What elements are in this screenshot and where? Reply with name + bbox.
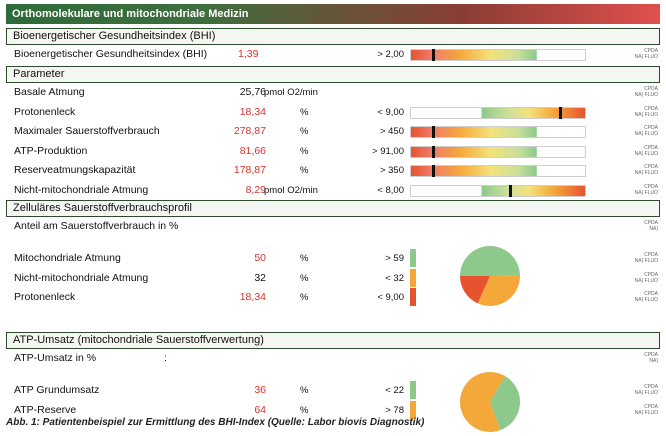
cpda-note: CPDA NA) FLUO — [634, 164, 658, 176]
value-marker — [431, 145, 435, 158]
row-label: ATP-Reserve — [14, 403, 77, 416]
row-value: 18,34 — [239, 105, 266, 118]
parameter-gauge — [410, 145, 586, 158]
parameter-gauge — [410, 126, 586, 138]
report-banner: Orthomolekulare und mitochondriale Mediz… — [6, 4, 660, 24]
row-value: 8,29 — [245, 183, 266, 196]
cpda-note: CPDA NA) FLUO — [634, 144, 658, 157]
section-title: Parameter — [13, 68, 65, 80]
row-unit: % — [300, 106, 309, 118]
row-value: 81,66 — [239, 144, 266, 157]
category-color-bar — [410, 249, 416, 267]
cpda-note: CPDA NA) FLUO — [634, 384, 658, 396]
category-color-bar — [410, 288, 416, 306]
value-marker — [509, 184, 513, 197]
category-color-bar — [410, 381, 416, 399]
row-unit: pmol O2/min — [264, 87, 318, 98]
row-label: ATP Grundumsatz — [14, 384, 100, 396]
row-label: Protonenleck — [14, 291, 76, 303]
row-reference: > 2,00 — [377, 49, 404, 60]
section-bhi-header: Bioenergetischer Gesundheitsindex (BHI) — [6, 28, 660, 45]
row-label: Maximaler Sauerstoffverbrauch — [14, 125, 160, 137]
row-reference: > 91,00 — [372, 145, 404, 157]
oxygen-consumption-pie — [460, 246, 520, 306]
bhi-gauge — [410, 49, 586, 61]
section-parameter-header: Parameter — [6, 66, 660, 83]
category-color-bar — [410, 268, 416, 287]
cpda-note: CPDA NA) FLUO — [634, 403, 658, 416]
cpda-note: CPDA NA) FLUO — [634, 86, 658, 98]
section-profil-header: Zelluläres Sauerstoffverbrauchsprofil — [6, 200, 660, 217]
pie-slice — [460, 372, 505, 432]
row-label: Bioenergetischer Gesundheitsindex (BHI) — [14, 48, 208, 60]
row-reference: > 59 — [385, 253, 404, 264]
row-unit: % — [300, 165, 309, 176]
value-marker — [558, 106, 562, 119]
row-label: Basale Atmung — [14, 86, 85, 98]
banner-title: Orthomolekulare und mitochondriale Mediz… — [12, 8, 249, 20]
row-reference: > 78 — [385, 404, 404, 416]
value-marker — [431, 126, 435, 138]
section-atp-header: ATP-Umsatz (mitochondriale Sauerstoffver… — [6, 332, 660, 349]
row-label: Protonenleck — [14, 105, 76, 118]
row-unit: % — [300, 404, 309, 416]
row-label: Reserveatmungskapazität — [14, 164, 136, 176]
category-color-bar — [410, 400, 416, 419]
cpda-note: CPDA NA) — [644, 220, 658, 232]
row-value: 278,87 — [233, 125, 266, 137]
row-reference: > 450 — [379, 126, 404, 137]
cpda-note: CPDA NA) FLUO — [634, 48, 658, 60]
profil-intro: Anteil am Sauerstoffverbrauch in % — [14, 220, 179, 232]
row-label: ATP-Produktion — [14, 144, 88, 157]
cpda-note: CPDA NA) — [644, 352, 658, 364]
atp-intro: ATP-Umsatz in % — [14, 352, 97, 364]
row-unit: % — [300, 145, 309, 157]
row-label: Nicht-mitochondriale Atmung — [14, 183, 149, 196]
row-unit: % — [300, 292, 309, 303]
pie-slice — [490, 376, 520, 431]
row-value: 32 — [254, 271, 266, 284]
cpda-note: CPDA NA) FLUO — [634, 252, 658, 264]
value-marker — [431, 49, 435, 61]
lab-report: Orthomolekulare und mitochondriale Mediz… — [6, 4, 660, 432]
pie-slice — [460, 246, 520, 276]
section-title: Zelluläres Sauerstoffverbrauchsprofil — [13, 202, 192, 214]
atp-turnover-pie — [460, 372, 520, 432]
row-value: 64 — [254, 403, 266, 416]
row-unit: % — [300, 385, 309, 396]
cpda-note: CPDA NA) FLUO — [634, 271, 658, 284]
pie-slice — [460, 276, 490, 304]
row-reference: < 22 — [385, 385, 404, 396]
atp-intro-colon: : — [164, 352, 167, 364]
row-label: Nicht-mitochondriale Atmung — [14, 271, 149, 284]
row-unit: % — [300, 272, 309, 284]
value-marker — [431, 165, 435, 177]
row-reference: < 9,00 — [377, 106, 404, 118]
row-reference: < 32 — [385, 272, 404, 284]
row-unit: % — [300, 253, 309, 264]
row-reference: < 8,00 — [377, 184, 404, 196]
cpda-note: CPDA NA) FLUO — [634, 125, 658, 137]
row-unit: % — [300, 126, 309, 137]
parameter-gauge — [410, 184, 586, 197]
row-reference: < 9,00 — [377, 292, 404, 303]
pie-slice — [477, 275, 520, 306]
section-title: ATP-Umsatz (mitochondriale Sauerstoffver… — [13, 334, 264, 346]
row-value: 1,39 — [238, 48, 259, 60]
row-value: 25,76 — [239, 86, 266, 98]
row-value: 36 — [254, 384, 266, 396]
row-unit: pmol O2/min — [264, 184, 318, 196]
row-reference: > 350 — [379, 165, 404, 176]
row-value: 50 — [254, 252, 266, 264]
cpda-note: CPDA NA) FLUO — [634, 183, 658, 196]
cpda-note: CPDA NA) FLUO — [634, 105, 658, 118]
row-value: 178,87 — [233, 164, 266, 176]
figure-caption: Abb. 1: Patientenbeispiel zur Ermittlung… — [6, 417, 425, 428]
parameter-gauge — [410, 165, 586, 177]
cpda-note: CPDA NA) FLUO — [634, 291, 658, 303]
row-value: 18,34 — [239, 291, 266, 303]
row-label: Mitochondriale Atmung — [14, 252, 121, 264]
parameter-gauge — [410, 106, 586, 119]
section-title: Bioenergetischer Gesundheitsindex (BHI) — [13, 30, 216, 42]
